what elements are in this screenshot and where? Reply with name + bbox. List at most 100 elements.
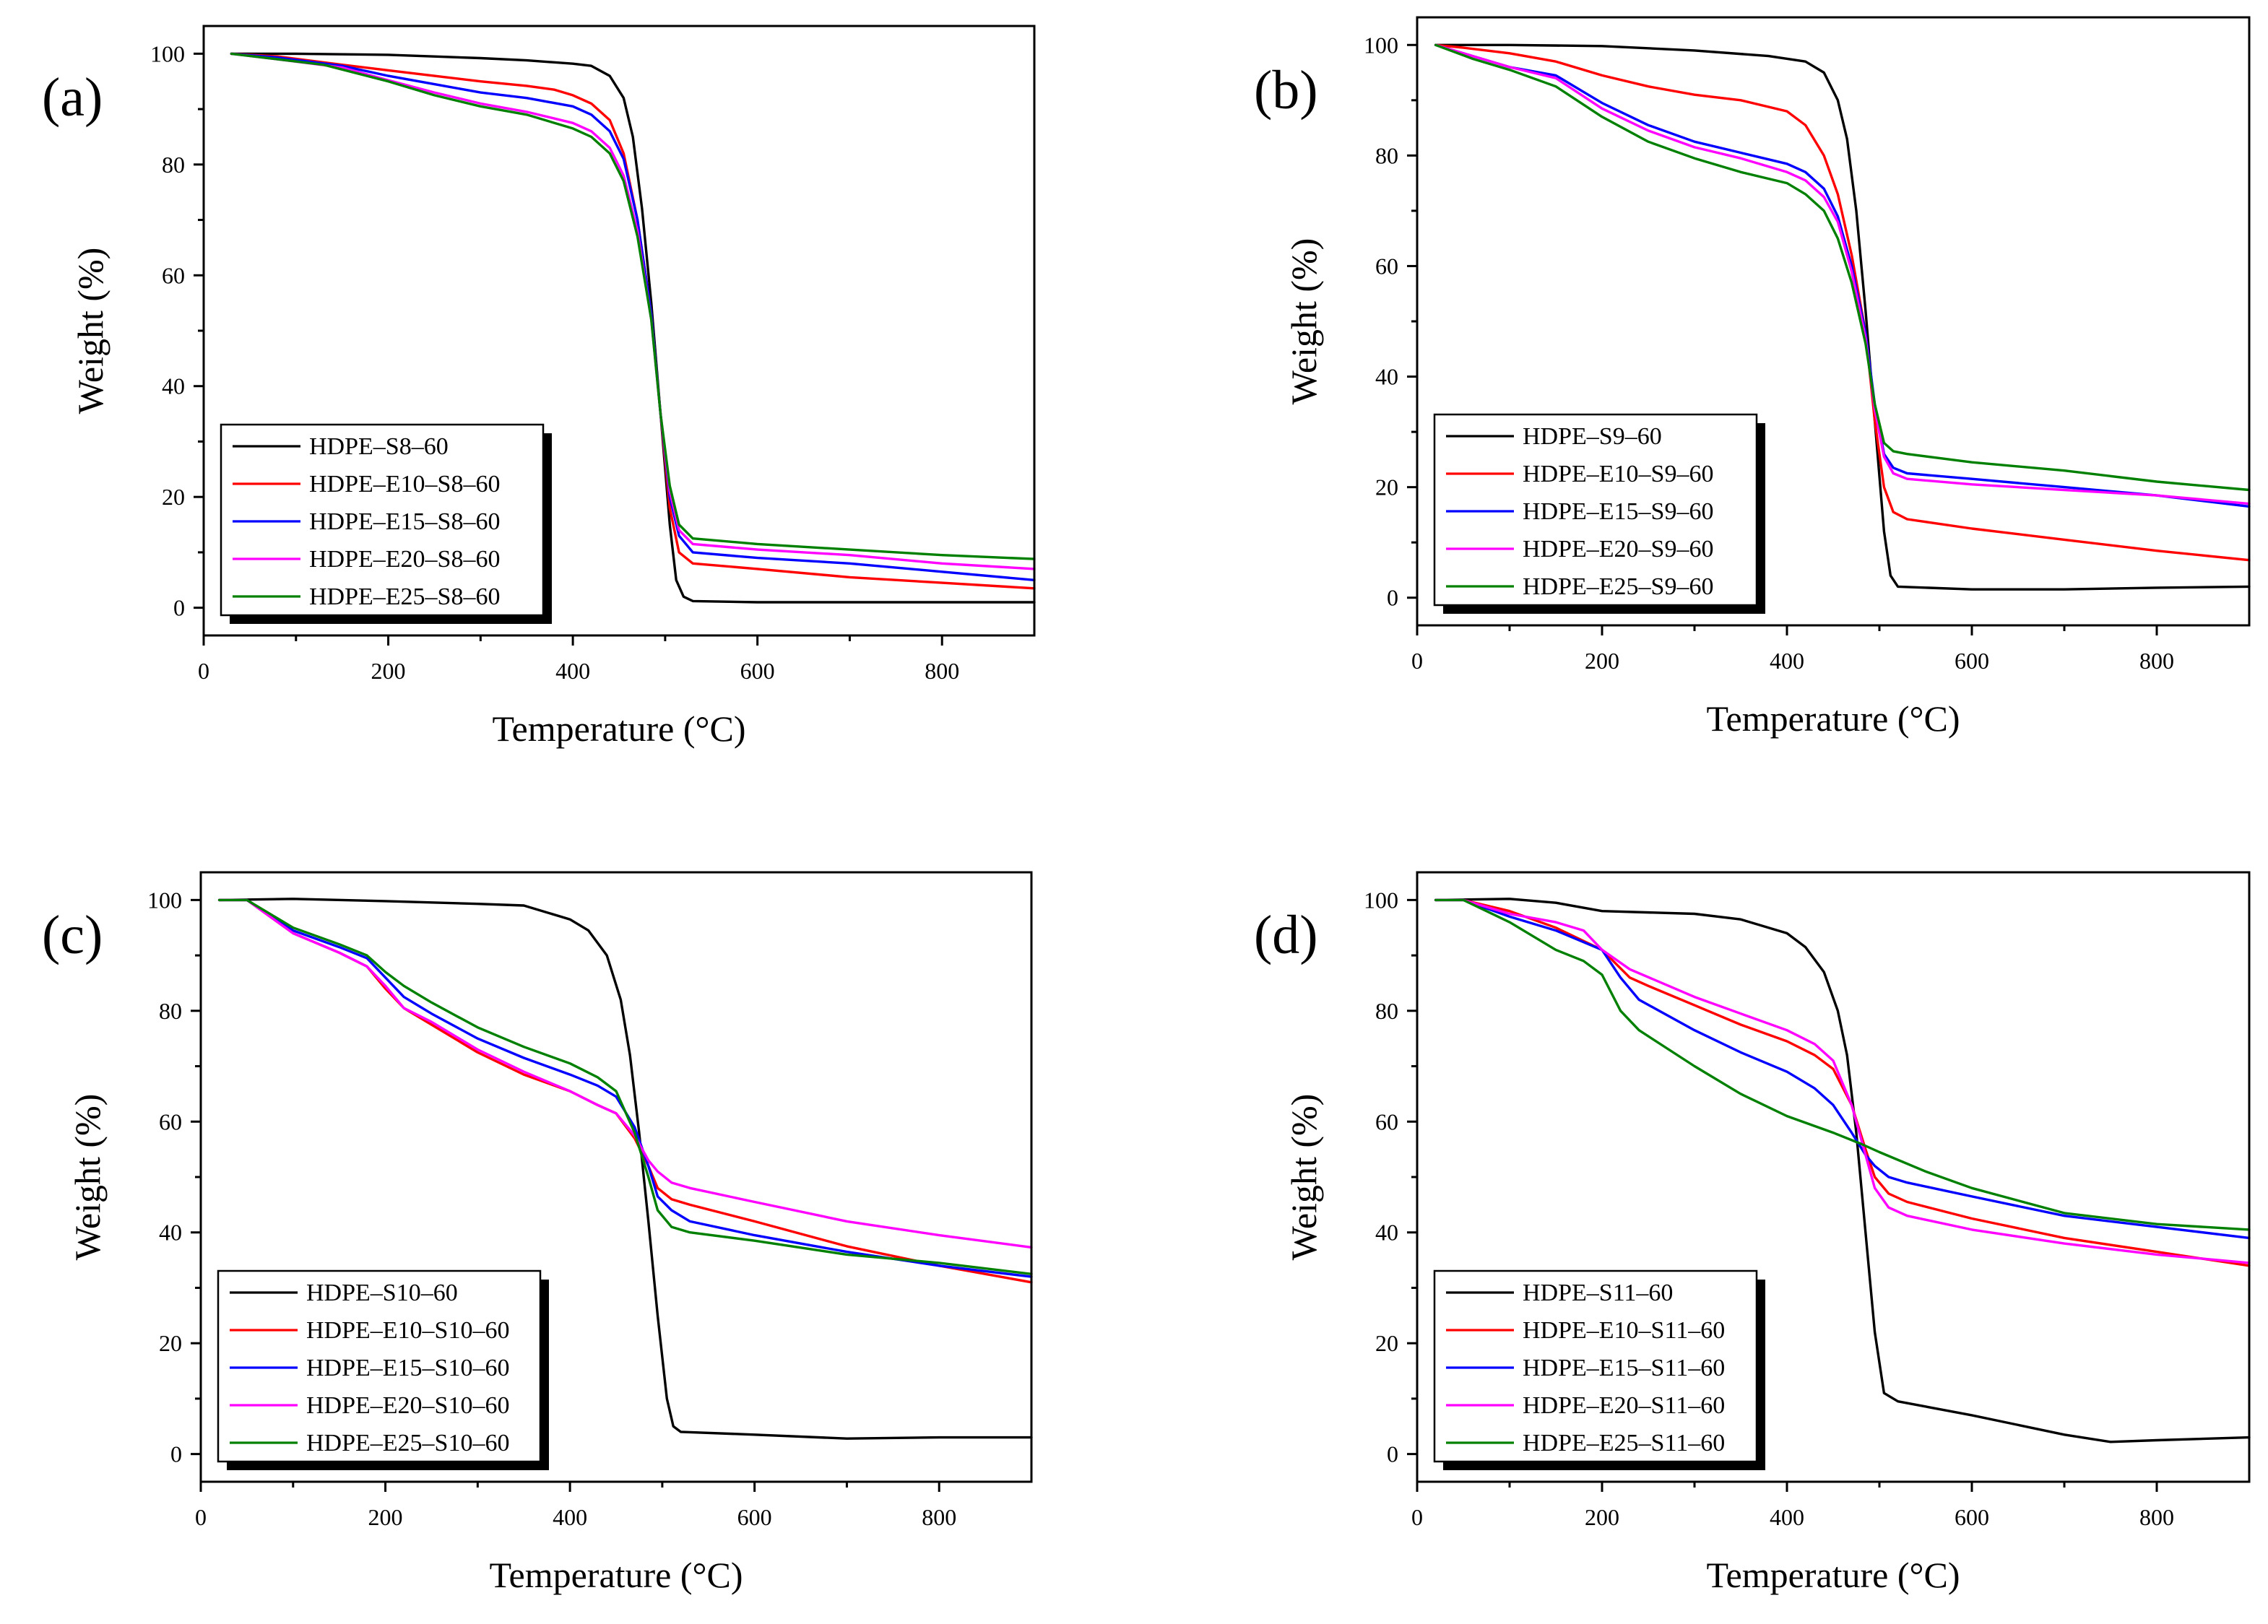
x-tick-label: 800: [925, 658, 959, 684]
series-line-e10: [217, 898, 1033, 1284]
x-tick-label: 0: [198, 658, 209, 684]
legend-label-e15: HDPE–E15–S11–60: [1523, 1355, 1725, 1381]
y-tick-label: 100: [150, 40, 185, 66]
series-line-e15: [1434, 43, 2251, 508]
y-tick-label: 100: [147, 887, 182, 913]
series-line-base: [230, 52, 1036, 604]
x-axis-title: Temperature (°C): [492, 708, 745, 749]
panel-label: (c): [42, 905, 103, 965]
legend-label-base: HDPE–S8–60: [309, 433, 449, 460]
y-tick-label: 20: [1375, 474, 1398, 500]
x-axis-title: Temperature (°C): [1706, 1555, 1960, 1595]
series-line-e10: [230, 52, 1036, 590]
x-tick-label: 600: [1955, 648, 1989, 674]
series-line-e20: [217, 898, 1033, 1249]
chart-panel-2: (b) 0 200 400 600 800 0 20 40 60 80 100 Temperature …: [1254, 16, 2251, 739]
y-axis-title: Weight (%): [1284, 238, 1324, 405]
y-tick-label: 40: [162, 373, 185, 399]
x-tick-label: 0: [195, 1504, 207, 1530]
y-tick-label: 60: [162, 262, 185, 288]
legend-box: [217, 1269, 542, 1463]
legend-label-e20: HDPE–E20–S8–60: [309, 546, 500, 573]
y-tick-label: 80: [1375, 142, 1398, 168]
y-tick-label: 0: [1387, 1441, 1398, 1467]
y-tick-label: 0: [1387, 585, 1398, 611]
series-line-e10: [1434, 43, 2251, 562]
panel-label: (b): [1254, 60, 1318, 121]
x-tick-label: 800: [922, 1504, 956, 1530]
panel-label: (a): [42, 67, 103, 128]
series-line-base: [217, 898, 1033, 1440]
x-tick-label: 200: [371, 658, 406, 684]
x-axis-title: Temperature (°C): [489, 1555, 743, 1595]
legend-label-e10: HDPE–E10–S11–60: [1523, 1317, 1725, 1344]
legend-box: [1433, 1269, 1758, 1463]
y-tick-label: 40: [159, 1220, 182, 1246]
legend-label-e25: HDPE–E25–S10–60: [306, 1430, 509, 1456]
legend-label-e25: HDPE–E25–S11–60: [1523, 1430, 1725, 1456]
y-tick-label: 0: [173, 595, 185, 621]
legend-label-e10: HDPE–E10–S9–60: [1523, 461, 1713, 487]
x-tick-label: 800: [2139, 648, 2174, 674]
x-axis-title: Temperature (°C): [1706, 698, 1960, 739]
series-line-e25: [1434, 43, 2251, 492]
series-line-e25: [230, 52, 1036, 560]
legend-label-base: HDPE–S11–60: [1523, 1280, 1673, 1306]
y-axis-title: Weight (%): [67, 1094, 108, 1261]
series-line-base: [1434, 43, 2251, 591]
y-tick-label: 100: [1364, 32, 1398, 58]
series-line-e20: [1434, 43, 2251, 505]
y-tick-label: 40: [1375, 1220, 1398, 1246]
x-tick-label: 200: [368, 1504, 403, 1530]
y-axis-title: Weight (%): [70, 248, 111, 414]
x-tick-label: 600: [740, 658, 775, 684]
series-line-e10: [1434, 898, 2251, 1267]
y-tick-label: 80: [159, 998, 182, 1024]
panel-label: (d): [1254, 905, 1318, 965]
series-line-e15: [230, 52, 1036, 581]
series-line-e25: [217, 898, 1033, 1275]
legend-label-e20: HDPE–E20–S11–60: [1523, 1392, 1725, 1419]
y-tick-label: 20: [162, 484, 185, 510]
x-tick-label: 800: [2139, 1504, 2174, 1530]
legend-label-e25: HDPE–E25–S8–60: [309, 583, 500, 610]
x-tick-label: 200: [1585, 1504, 1619, 1530]
y-tick-label: 20: [159, 1330, 182, 1356]
series-line-e15: [1434, 898, 2251, 1240]
series-line-e20: [1434, 898, 2251, 1264]
legend-label-base: HDPE–S10–60: [306, 1280, 458, 1306]
series-line-base: [1434, 898, 2251, 1443]
legend-label-e10: HDPE–E10–S8–60: [309, 471, 500, 498]
y-tick-label: 60: [159, 1108, 182, 1134]
chart-panel-4: (d) 0 200 400 600 800 0 20 40 60 80 100 Temperature …: [1254, 871, 2251, 1595]
legend-box: [220, 423, 545, 617]
legend-label-e15: HDPE–E15–S9–60: [1523, 498, 1713, 525]
y-tick-label: 40: [1375, 364, 1398, 390]
x-tick-label: 0: [1411, 648, 1423, 674]
y-tick-label: 20: [1375, 1330, 1398, 1356]
legend-label-e25: HDPE–E25–S9–60: [1523, 573, 1713, 600]
x-tick-label: 600: [737, 1504, 772, 1530]
x-tick-label: 400: [1770, 1504, 1804, 1530]
y-tick-label: 0: [170, 1441, 182, 1467]
legend-label-e20: HDPE–E20–S10–60: [306, 1392, 509, 1419]
series-line-e25: [1434, 898, 2251, 1231]
y-tick-label: 60: [1375, 1108, 1398, 1134]
legend-label-e10: HDPE–E10–S10–60: [306, 1317, 509, 1344]
x-tick-label: 400: [553, 1504, 587, 1530]
series-line-e15: [217, 898, 1033, 1278]
x-tick-label: 200: [1585, 648, 1619, 674]
y-tick-label: 60: [1375, 253, 1398, 279]
y-axis-title: Weight (%): [1284, 1094, 1324, 1261]
x-tick-label: 600: [1955, 1504, 1989, 1530]
legend-label-e15: HDPE–E15–S8–60: [309, 508, 500, 535]
x-tick-label: 0: [1411, 1504, 1423, 1530]
legend-box: [1433, 413, 1758, 607]
legend-label-e20: HDPE–E20–S9–60: [1523, 536, 1713, 563]
y-tick-label: 80: [162, 152, 185, 178]
x-tick-label: 400: [555, 658, 590, 684]
series-line-e20: [230, 52, 1036, 570]
x-tick-label: 400: [1770, 648, 1804, 674]
y-tick-label: 100: [1364, 887, 1398, 913]
